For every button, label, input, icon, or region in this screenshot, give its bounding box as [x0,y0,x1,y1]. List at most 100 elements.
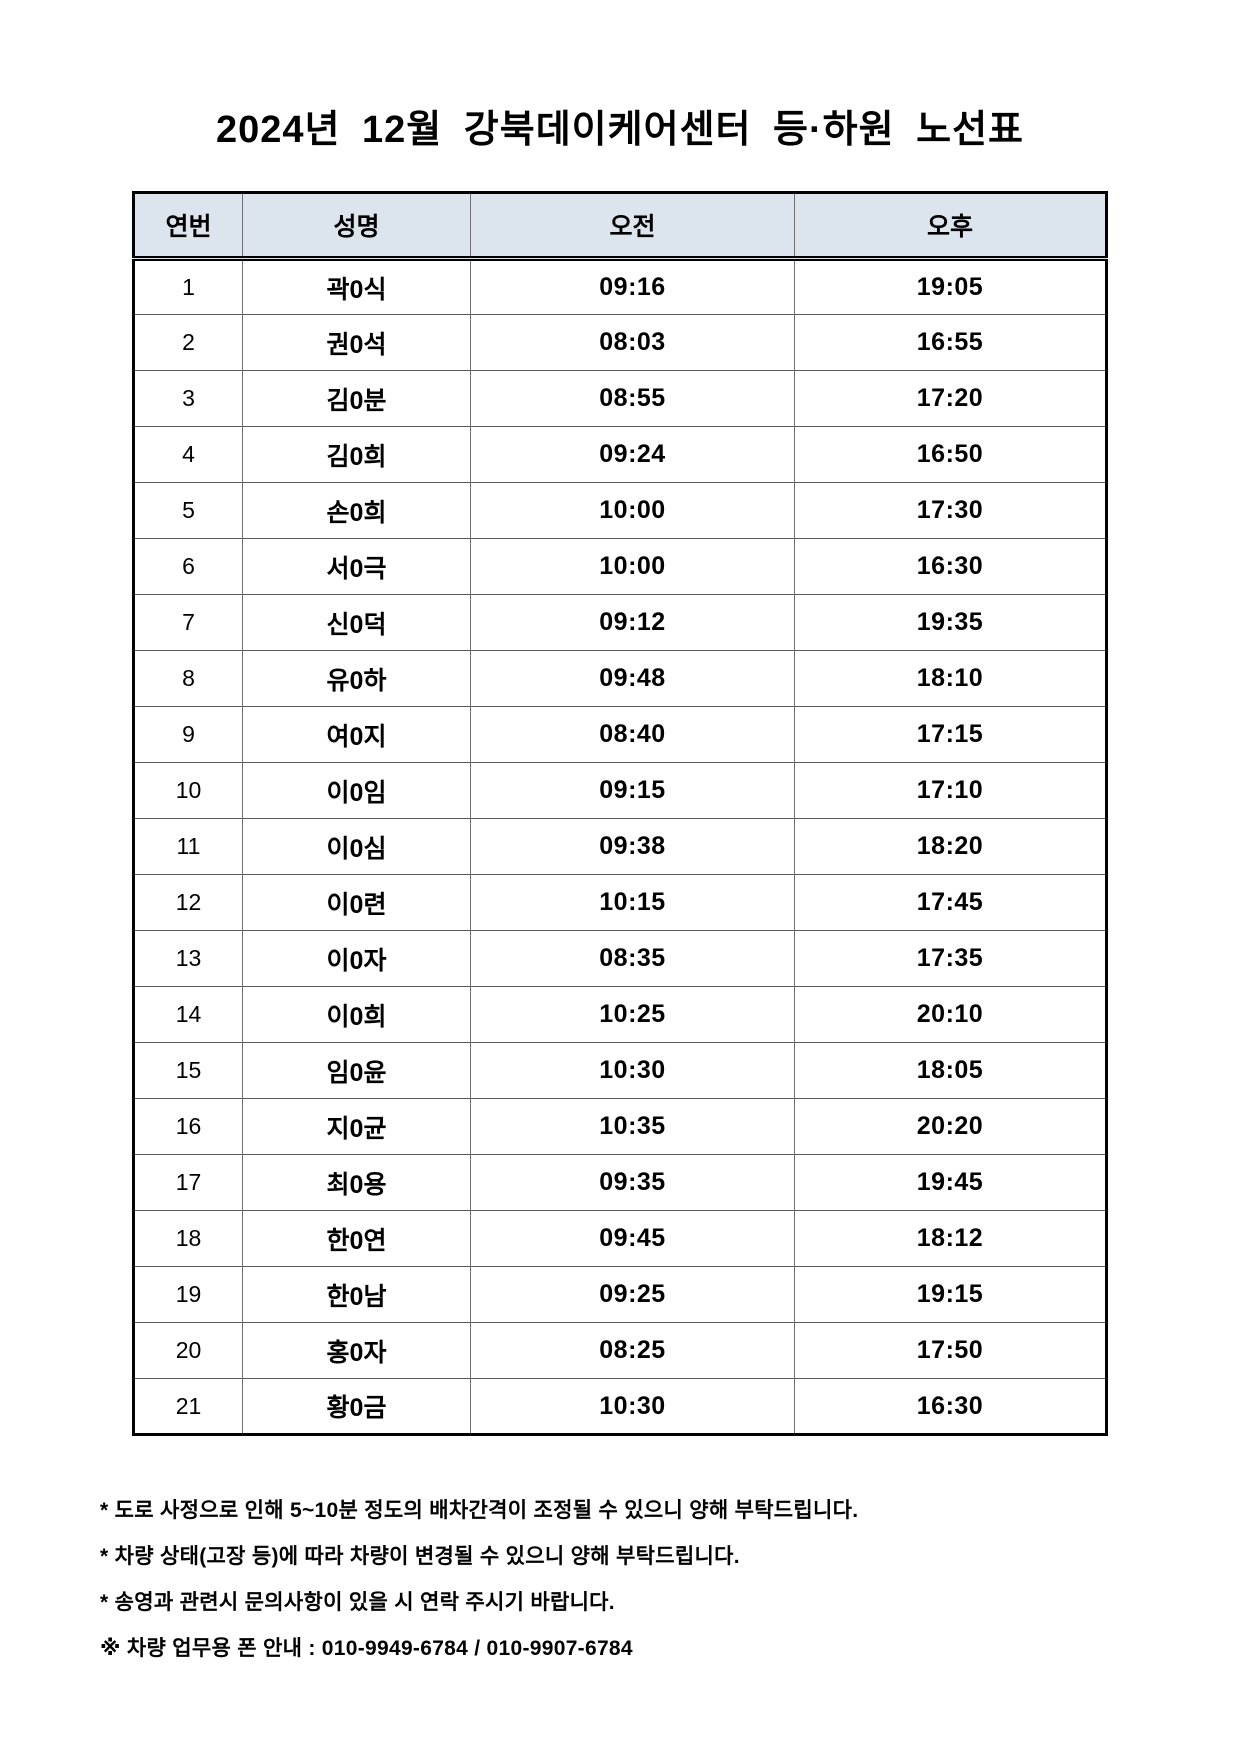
name-cell: 유0하 [242,650,471,707]
pm-time-cell: 16:55 [794,314,1107,371]
table-row: 13 이0자 08:35 17:35 [133,930,1107,987]
row-number-cell: 17 [133,1154,243,1211]
table-row: 18 한0연 09:45 18:12 [133,1210,1107,1267]
row-number-cell: 16 [133,1098,243,1155]
row-number-cell: 9 [133,706,243,763]
row-number-cell: 8 [133,650,243,707]
am-time-cell: 10:35 [470,1098,795,1155]
table-row: 5 손0희 10:00 17:30 [133,482,1107,539]
am-time-cell: 08:40 [470,706,795,763]
pm-time-cell: 16:30 [794,538,1107,595]
footnotes: * 도로 사정으로 인해 5~10분 정도의 배차간격이 조정될 수 있으니 양… [100,1488,1160,1672]
pm-time-cell: 19:45 [794,1154,1107,1211]
am-time-cell: 10:30 [470,1042,795,1099]
name-cell: 지0균 [242,1098,471,1155]
page-title: 2024년 12월 강북데이케어센터 등·하원 노선표 [215,109,1025,151]
pm-time-cell: 18:12 [794,1210,1107,1267]
pm-time-cell: 17:35 [794,930,1107,987]
table-row: 8 유0하 09:48 18:10 [133,650,1107,707]
pm-time-cell: 19:15 [794,1266,1107,1323]
schedule-table: 연번 성명 오전 오후 1 곽0식 09:16 19:05 2 권0석 08:03 16:55… [132,191,1108,1436]
am-time-cell: 09:45 [470,1210,795,1267]
footnote-road-conditions: * 도로 사정으로 인해 5~10분 정도의 배차간격이 조정될 수 있으니 양… [100,1499,859,1522]
table-row: 7 신0덕 09:12 19:35 [133,594,1107,651]
table-row: 4 김0희 09:24 16:50 [133,426,1107,483]
table-row: 6 서0극 10:00 16:30 [133,538,1107,595]
am-time-cell: 08:55 [470,370,795,427]
header-cell-am: 오전 [470,192,795,261]
name-cell: 손0희 [242,482,471,539]
schedule-table-header: 연번 성명 오전 오후 [133,192,1107,261]
pm-time-cell: 16:30 [794,1378,1107,1435]
row-number-cell: 19 [133,1266,243,1323]
pm-time-cell: 19:05 [794,258,1107,315]
am-time-cell: 08:03 [470,314,795,371]
name-cell: 곽0식 [242,258,471,315]
table-row: 19 한0남 09:25 19:15 [133,1266,1107,1323]
am-time-cell: 09:16 [470,258,795,315]
am-time-cell: 10:00 [470,482,795,539]
footnote-phone-numbers: ※ 차량 업무용 폰 안내 : 010-9949-6784 / 010-9907… [100,1637,633,1660]
table-row: 21 황0금 10:30 16:30 [133,1378,1107,1435]
schedule-table-body: 1 곽0식 09:16 19:05 2 권0석 08:03 16:55 3 김0분 08:55 17:… [133,258,1107,1435]
row-number-cell: 20 [133,1322,243,1379]
am-time-cell: 10:15 [470,874,795,931]
name-cell: 여0지 [242,706,471,763]
table-row: 11 이0심 09:38 18:20 [133,818,1107,875]
table-row: 1 곽0식 09:16 19:05 [133,258,1107,315]
name-cell: 김0분 [242,370,471,427]
name-cell: 이0자 [242,930,471,987]
am-time-cell: 09:35 [470,1154,795,1211]
am-time-cell: 09:48 [470,650,795,707]
am-time-cell: 09:38 [470,818,795,875]
row-number-cell: 10 [133,762,243,819]
table-row: 20 홍0자 08:25 17:50 [133,1322,1107,1379]
name-cell: 이0임 [242,762,471,819]
pm-time-cell: 18:10 [794,650,1107,707]
name-cell: 한0연 [242,1210,471,1267]
name-cell: 한0남 [242,1266,471,1323]
table-row: 15 임0윤 10:30 18:05 [133,1042,1107,1099]
row-number-cell: 13 [133,930,243,987]
table-row: 9 여0지 08:40 17:15 [133,706,1107,763]
row-number-cell: 18 [133,1210,243,1267]
pm-time-cell: 17:15 [794,706,1107,763]
pm-time-cell: 17:45 [794,874,1107,931]
table-row: 17 최0용 09:35 19:45 [133,1154,1107,1211]
am-time-cell: 08:25 [470,1322,795,1379]
am-time-cell: 10:00 [470,538,795,595]
pm-time-cell: 17:50 [794,1322,1107,1379]
name-cell: 임0윤 [242,1042,471,1099]
table-row: 12 이0련 10:15 17:45 [133,874,1107,931]
pm-time-cell: 17:20 [794,370,1107,427]
table-row: 10 이0임 09:15 17:10 [133,762,1107,819]
name-cell: 서0극 [242,538,471,595]
pm-time-cell: 18:20 [794,818,1107,875]
am-time-cell: 08:35 [470,930,795,987]
table-row: 14 이0희 10:25 20:10 [133,986,1107,1043]
row-number-cell: 6 [133,538,243,595]
table-row: 2 권0석 08:03 16:55 [133,314,1107,371]
row-number-cell: 15 [133,1042,243,1099]
pm-time-cell: 18:05 [794,1042,1107,1099]
pm-time-cell: 17:30 [794,482,1107,539]
am-time-cell: 10:30 [470,1378,795,1435]
header-row: 연번 성명 오전 오후 [133,192,1107,261]
row-number-cell: 4 [133,426,243,483]
header-cell-pm: 오후 [794,192,1107,261]
row-number-cell: 7 [133,594,243,651]
table-row: 16 지0균 10:35 20:20 [133,1098,1107,1155]
am-time-cell: 09:25 [470,1266,795,1323]
pm-time-cell: 17:10 [794,762,1107,819]
row-number-cell: 21 [133,1378,243,1435]
am-time-cell: 10:25 [470,986,795,1043]
row-number-cell: 11 [133,818,243,875]
row-number-cell: 3 [133,370,243,427]
row-number-cell: 2 [133,314,243,371]
name-cell: 황0금 [242,1378,471,1435]
row-number-cell: 5 [133,482,243,539]
row-number-cell: 1 [133,258,243,315]
pm-time-cell: 20:10 [794,986,1107,1043]
table-row: 3 김0분 08:55 17:20 [133,370,1107,427]
